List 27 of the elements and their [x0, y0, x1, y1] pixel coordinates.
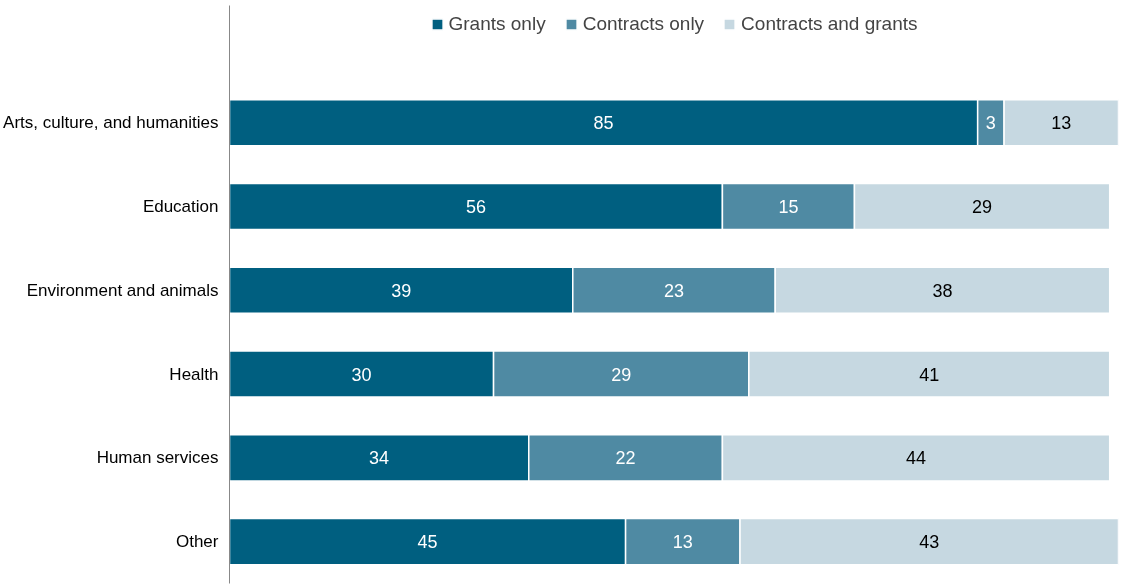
- data-label: 45: [417, 532, 438, 553]
- data-label: 13: [672, 532, 693, 553]
- legend-label: Grants only: [448, 13, 546, 35]
- y-tick-label: Human services: [96, 448, 219, 468]
- data-label: 23: [663, 280, 685, 301]
- data-label: 38: [932, 280, 953, 301]
- data-label: 30: [351, 364, 372, 385]
- legend-label: Contracts and grants: [741, 13, 918, 35]
- y-tick-label: Environment and animals: [26, 280, 219, 300]
- data-label: 56: [465, 197, 486, 218]
- y-tick-label: Other: [175, 532, 219, 552]
- data-label: 44: [906, 448, 927, 469]
- legend-label: Contracts only: [582, 13, 705, 35]
- data-label: 41: [919, 364, 940, 385]
- data-label: 39: [391, 280, 412, 301]
- data-label: 29: [972, 197, 993, 218]
- y-tick-label: Health: [169, 364, 219, 384]
- data-label: 43: [919, 532, 940, 553]
- data-label: 15: [778, 197, 799, 218]
- data-label: 34: [369, 448, 390, 469]
- data-label: 85: [593, 113, 614, 134]
- y-tick-label: Arts, culture, and humanities: [3, 113, 219, 133]
- data-label: 29: [611, 364, 632, 385]
- y-tick-label: Education: [142, 197, 219, 217]
- data-label: 3: [985, 113, 996, 134]
- data-label: 13: [1051, 113, 1072, 134]
- data-label: 22: [615, 448, 636, 469]
